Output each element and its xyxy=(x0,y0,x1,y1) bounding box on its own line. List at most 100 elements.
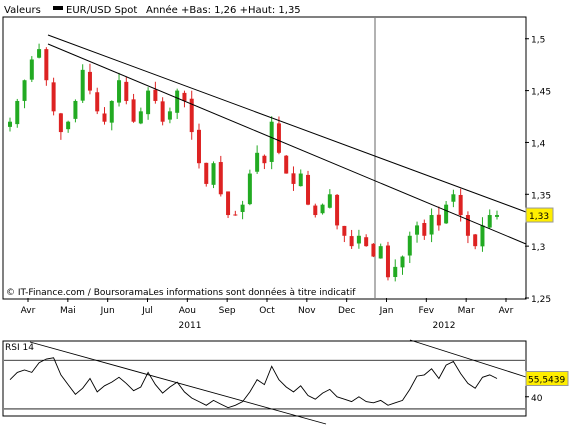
candle-body xyxy=(131,99,136,122)
candle-body xyxy=(487,215,492,228)
time-axis-label: Aou xyxy=(179,306,196,316)
candle-body xyxy=(349,236,354,247)
candle-body xyxy=(262,155,267,164)
candle-body xyxy=(495,215,499,217)
candle-body xyxy=(44,49,49,81)
candle-body xyxy=(196,129,201,164)
year-axis-label: 2012 xyxy=(433,321,456,331)
time-axis-label: Mai xyxy=(60,306,76,316)
candle-body xyxy=(327,194,332,208)
time-axis-label: Jul xyxy=(141,306,153,316)
time-axis-label: Jan xyxy=(379,306,394,316)
candle-body xyxy=(80,69,85,101)
candle-body xyxy=(415,225,420,235)
candle-body xyxy=(124,81,129,101)
candle-body xyxy=(102,113,107,122)
candle-body xyxy=(8,121,12,127)
time-axis-label: Jun xyxy=(100,306,115,316)
header-label: Valeurs xyxy=(4,5,41,16)
source-note: © IT-Finance.com / BoursoramaLes informa… xyxy=(6,287,356,298)
year-axis-label: 2011 xyxy=(179,321,202,331)
candle-body xyxy=(313,205,318,216)
candle-body xyxy=(385,245,390,278)
price-axis-label: 1,45 xyxy=(531,88,551,98)
candle-body xyxy=(204,162,209,184)
candle-body xyxy=(87,71,92,91)
candle-body xyxy=(320,204,325,214)
candle-body xyxy=(298,173,303,187)
candle-body xyxy=(458,194,463,216)
series-legend-swatch xyxy=(53,6,63,10)
price-axis-label: 1,35 xyxy=(531,191,551,201)
candle-body xyxy=(95,92,100,112)
rsi-line xyxy=(9,357,498,409)
candle-body xyxy=(276,123,281,153)
candle-body xyxy=(109,100,114,123)
time-axis-label: Oct xyxy=(259,306,275,316)
price-axis-label: 1,4 xyxy=(531,139,546,149)
candle-body xyxy=(480,225,485,247)
candle-body xyxy=(393,266,398,278)
time-axis-label: Avr xyxy=(21,306,36,316)
rsi-title: RSI 14 xyxy=(5,343,34,353)
rsi-last-value-label: 55,5439 xyxy=(528,376,565,386)
last-value-label: 1,33 xyxy=(529,212,549,222)
price-axis-label: 1,3 xyxy=(531,243,545,253)
main-chart-group: 1,5 1,45 1,4 1,35 1,3 1,25 Avr Mai Jun Jul Aou Sep O… xyxy=(8,34,554,331)
trendline xyxy=(47,34,527,213)
candle-body xyxy=(284,155,289,174)
rsi-last-value-badge xyxy=(525,371,569,386)
candle-body xyxy=(73,100,78,119)
candle-body xyxy=(378,246,383,259)
candle-body xyxy=(226,191,231,216)
rsi-trendline xyxy=(29,341,327,425)
candle-body xyxy=(211,163,216,185)
candle-body xyxy=(465,215,470,236)
candle-body xyxy=(117,80,122,103)
candle-body xyxy=(291,173,296,184)
time-axis-label: Dec xyxy=(338,306,355,316)
candle-body xyxy=(189,98,194,133)
candle-body xyxy=(255,152,260,172)
time-axis-label: Fev xyxy=(419,306,435,316)
last-value-badge xyxy=(525,207,554,223)
candle-body xyxy=(269,121,274,162)
candle-body xyxy=(429,215,434,235)
candle-body xyxy=(335,194,340,226)
trendline xyxy=(47,43,527,245)
candle-body xyxy=(58,113,63,133)
candle-body xyxy=(175,90,180,113)
candle-body xyxy=(160,101,165,122)
candle-body xyxy=(356,235,361,244)
candle-body xyxy=(364,237,369,247)
price-axis-label: 1,25 xyxy=(531,295,551,305)
time-axis-label: Sep xyxy=(219,306,236,316)
time-axis-label: Avr xyxy=(499,306,514,316)
time-axis-label: Mar xyxy=(458,306,475,316)
time-axis-label: Nov xyxy=(298,306,316,316)
candle-body xyxy=(444,204,449,224)
candle-body xyxy=(422,223,427,236)
candle-body xyxy=(407,235,412,256)
price-axis-label: 1,5 xyxy=(531,36,545,46)
candle-body xyxy=(167,111,172,120)
candle-body xyxy=(400,256,405,268)
candle-body xyxy=(29,59,34,80)
candle-body xyxy=(146,90,151,115)
candle-body xyxy=(37,49,42,58)
rsi-trendline xyxy=(409,339,527,378)
candle-body xyxy=(436,214,441,226)
candle-body xyxy=(247,173,252,205)
header-stats: Année +Bas: 1,26 +Haut: 1,35 xyxy=(146,4,301,16)
candle-body xyxy=(218,162,223,195)
candle-body xyxy=(22,80,27,101)
candle-body xyxy=(233,214,238,216)
candle-body xyxy=(473,234,478,247)
rsi-chart-group: 40 55,5439 xyxy=(4,339,569,425)
candle-body xyxy=(306,174,311,205)
candle-body xyxy=(240,204,245,212)
candle-body xyxy=(66,121,71,130)
legend-series-name: EUR/USD Spot xyxy=(66,5,137,16)
